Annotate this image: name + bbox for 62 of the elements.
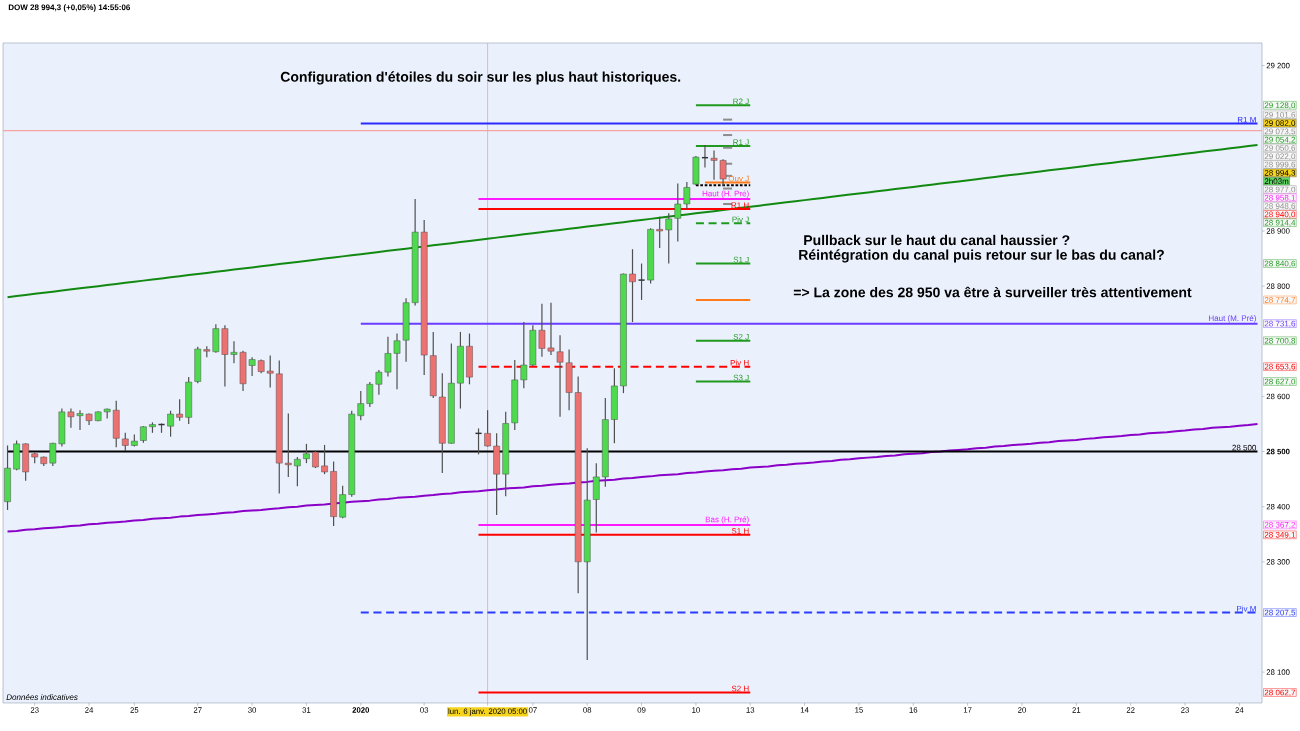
- series-label: S1 H: [731, 528, 749, 534]
- text: 29 128,0: [1264, 102, 1296, 110]
- text: 28 994,3: [1264, 170, 1296, 177]
- text: 29 022,0: [1264, 153, 1296, 161]
- text: 29 054,2: [1264, 136, 1296, 144]
- candlestick: [294, 456, 301, 487]
- series-label: S2 J: [733, 334, 749, 340]
- candlestick: [637, 262, 646, 301]
- text: 28 627,0: [1264, 378, 1296, 386]
- text: 28 653,6: [1264, 363, 1296, 371]
- candlestick: [665, 212, 673, 265]
- series-label: S3 J: [733, 374, 749, 381]
- series-label: Ouv J: [728, 175, 749, 182]
- candlestick: [592, 462, 600, 534]
- series-label: 28 500: [1232, 444, 1257, 451]
- text: 29 073,5: [1264, 128, 1296, 136]
- ref-line-label: 29 082,0: [1264, 120, 1296, 127]
- text: 28 999,6: [1264, 161, 1296, 169]
- series-label: Piv J: [732, 216, 749, 223]
- annotation: => La zone des 28 950 va être à surveiller très attentivement: [793, 286, 1192, 298]
- series-label: R1 J: [733, 139, 749, 146]
- annotation: Pullback sur le haut du canal haussier ?: [804, 234, 1070, 246]
- legend-label: Piv M: [1237, 605, 1256, 612]
- series-label: R2 J: [733, 98, 749, 105]
- text: 28 940,0: [1264, 211, 1296, 219]
- text: 28 840,6: [1264, 260, 1296, 268]
- legend-label: Haut (M. Pré): [1209, 315, 1256, 323]
- candlestick: [339, 485, 346, 519]
- candlestick: [167, 410, 174, 438]
- chart-subtitle: DOW 28 994,3 (+0,05%) 14:55:06: [8, 4, 131, 12]
- series-label: Bas (H. Pré): [705, 516, 749, 524]
- text: 28 349,1: [1264, 531, 1296, 539]
- series-label: Haut (H. Pré): [702, 190, 749, 198]
- series-label: R1 M: [1237, 116, 1256, 123]
- text: 28 207,5: [1264, 609, 1296, 617]
- annotation: Données indicatives: [6, 693, 78, 700]
- candlestick: [321, 444, 328, 475]
- text: 28 774,7: [1264, 297, 1296, 304]
- text: 28 977,0: [1264, 186, 1296, 194]
- text: 29 101,6: [1264, 111, 1296, 119]
- text: 28 700,8: [1264, 337, 1296, 345]
- text: 2h03m: [1264, 178, 1289, 185]
- candlestick: [303, 443, 310, 464]
- annotation: Réintégration du canal puis retour sur le bas du canal?: [799, 249, 1164, 263]
- candlestick: [176, 398, 183, 422]
- candlestick: [285, 412, 292, 478]
- text: 28 914,4: [1264, 219, 1296, 227]
- text: 29 050,6: [1264, 145, 1296, 152]
- text: 28 062,7: [1264, 689, 1296, 697]
- text: 28 958,1: [1264, 194, 1296, 202]
- text: 28 731,6: [1264, 320, 1296, 328]
- candlestick: [484, 409, 491, 448]
- candlestick: [656, 216, 663, 249]
- series-label: Piv H: [730, 359, 749, 366]
- text: 28 367,2: [1264, 522, 1296, 529]
- candlestick: [121, 432, 129, 452]
- series-label: S2 H: [731, 685, 749, 692]
- text: Configuration d'étoiles du soir sur les plus haut historiques.: [280, 71, 681, 85]
- text: 28 948,6: [1264, 203, 1296, 210]
- series-label: R1 H: [731, 202, 749, 208]
- series-label: S1 J: [733, 256, 749, 263]
- candlestick: [629, 248, 636, 323]
